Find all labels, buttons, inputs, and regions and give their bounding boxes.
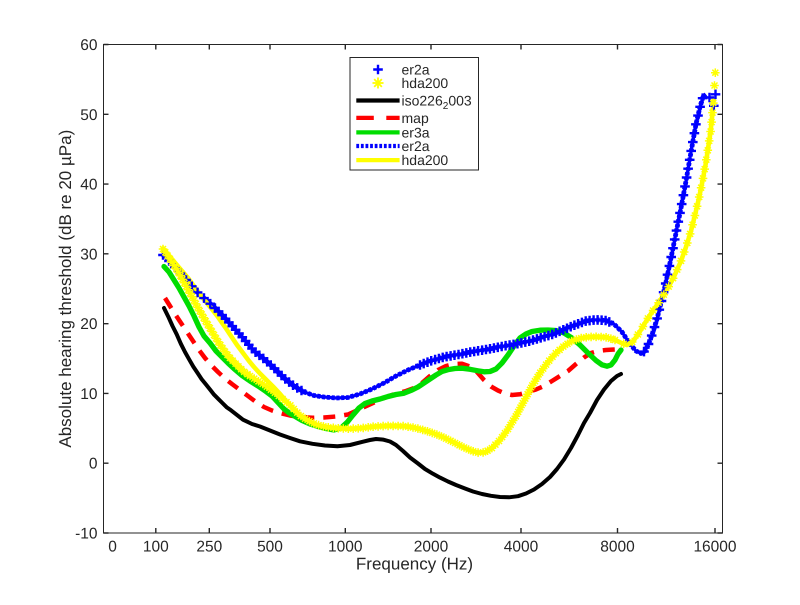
svg-text:250: 250 (196, 539, 222, 556)
svg-text:0: 0 (108, 539, 117, 556)
svg-text:Frequency (Hz): Frequency (Hz) (356, 555, 473, 574)
svg-text:Absolute hearing threshold (dB: Absolute hearing threshold (dB re 20 µPa… (56, 130, 75, 448)
svg-text:map: map (402, 110, 429, 126)
svg-text:30: 30 (80, 246, 98, 263)
svg-text:0: 0 (89, 456, 98, 473)
svg-text:er2a: er2a (402, 138, 430, 154)
svg-text:er2a: er2a (402, 61, 430, 77)
svg-text:500: 500 (257, 539, 283, 556)
svg-text:hda200: hda200 (402, 75, 449, 91)
svg-text:4000: 4000 (504, 539, 539, 556)
svg-text:-10: -10 (75, 526, 98, 543)
svg-text:40: 40 (80, 177, 98, 194)
svg-text:hda200: hda200 (402, 152, 449, 168)
svg-text:50: 50 (80, 107, 98, 124)
svg-text:2000: 2000 (414, 539, 449, 556)
svg-text:16000: 16000 (693, 539, 736, 556)
svg-text:60: 60 (80, 37, 98, 54)
svg-text:8000: 8000 (600, 539, 635, 556)
svg-text:1000: 1000 (328, 539, 363, 556)
svg-text:er3a: er3a (402, 124, 430, 140)
svg-text:20: 20 (80, 316, 98, 333)
svg-text:10: 10 (80, 386, 98, 403)
svg-text:100: 100 (143, 539, 169, 556)
svg-text:iso2262003: iso2262003 (402, 92, 472, 112)
